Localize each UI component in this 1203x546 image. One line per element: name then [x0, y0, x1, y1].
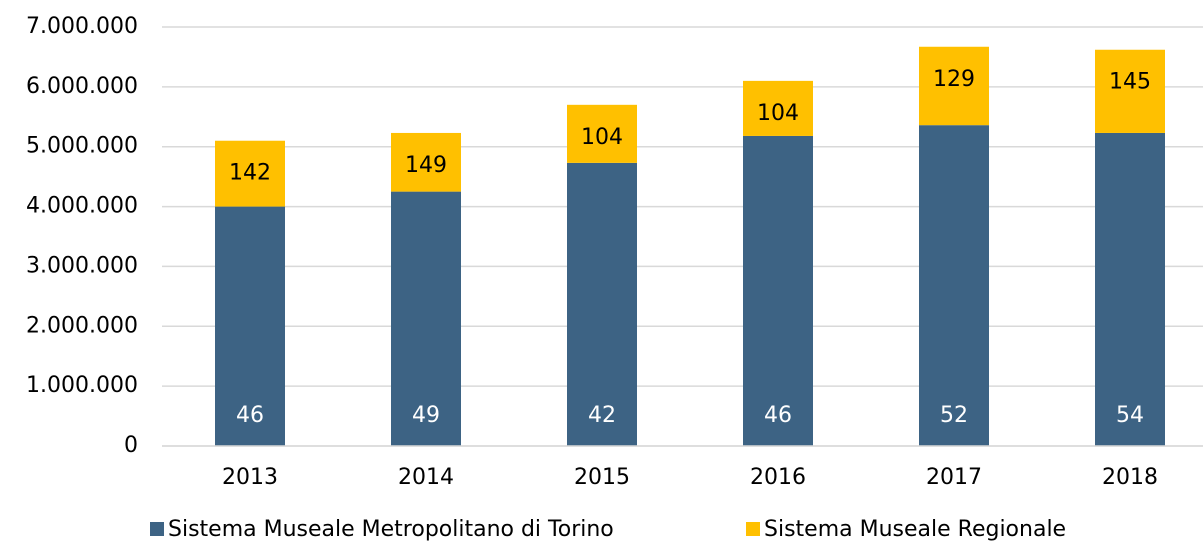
x-tick-label: 2013 [222, 465, 278, 490]
data-label: 52 [940, 403, 968, 428]
bar-segment [919, 125, 989, 446]
data-label: 54 [1116, 403, 1144, 428]
data-label: 42 [588, 403, 616, 428]
data-label: 46 [764, 403, 792, 428]
x-tick-label: 2014 [398, 465, 454, 490]
data-label: 104 [581, 125, 623, 150]
data-label: 129 [933, 67, 975, 92]
bar-segment [743, 80, 813, 136]
y-tick-label: 4.000.000 [26, 194, 138, 219]
legend-swatch [746, 522, 760, 536]
bar-segment [391, 132, 461, 192]
data-label: 149 [405, 153, 447, 178]
data-label: 104 [757, 101, 799, 126]
x-tick-label: 2018 [1102, 465, 1158, 490]
data-label: 49 [412, 403, 440, 428]
bar-segment [919, 46, 989, 126]
bar-segment [567, 104, 637, 163]
data-label: 145 [1109, 70, 1151, 95]
legend-swatch [150, 522, 164, 536]
x-tick-label: 2015 [574, 465, 630, 490]
y-tick-label: 1.000.000 [26, 373, 138, 398]
y-tick-label: 3.000.000 [26, 253, 138, 278]
bar-segment [1095, 132, 1165, 446]
bar-segment [391, 191, 461, 446]
y-tick-label: 5.000.000 [26, 134, 138, 159]
data-label: 142 [229, 161, 271, 186]
x-tick-label: 2017 [926, 465, 982, 490]
bar-segment [215, 206, 285, 446]
data-label: 46 [236, 403, 264, 428]
y-tick-label: 0 [124, 433, 138, 458]
bar-segment [1095, 49, 1165, 133]
y-tick-label: 2.000.000 [26, 313, 138, 338]
bar-segment [215, 140, 285, 207]
y-tick-label: 7.000.000 [26, 14, 138, 39]
x-tick-label: 2016 [750, 465, 806, 490]
legend-label: Sistema Museale Regionale [764, 517, 1066, 542]
legend-label: Sistema Museale Metropolitano di Torino [168, 517, 614, 542]
y-tick-label: 6.000.000 [26, 74, 138, 99]
bar-segment [743, 135, 813, 446]
bar-segment [567, 162, 637, 446]
